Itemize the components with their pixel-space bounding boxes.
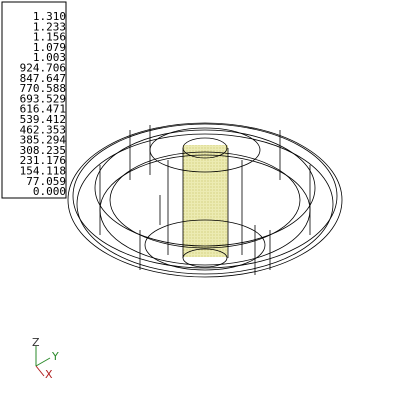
legend-value: 1.079: [33, 41, 66, 54]
legend-value: 539.412: [20, 113, 66, 126]
legend: 1.3101.2331.1561.0791.003924.706847.6477…: [20, 10, 67, 198]
legend-value: 770.588: [20, 82, 66, 95]
core: [183, 145, 228, 257]
legend-value: 1.003: [33, 51, 66, 64]
wireframe: [67, 122, 343, 278]
legend-box: [1, 1, 67, 199]
legend-value: 847.647: [20, 72, 66, 85]
legend-value: 0.000: [33, 185, 66, 198]
legend-value: 693.529: [20, 92, 66, 105]
legend-value: 924.706: [20, 62, 66, 75]
legend-value: 385.294: [20, 134, 67, 147]
legend-value: 154.118: [20, 165, 66, 178]
legend-value: 1.156: [33, 31, 66, 44]
legend-value: 1.310: [33, 10, 66, 23]
legend-value: 231.176: [20, 154, 66, 167]
triad: [35, 346, 51, 377]
legend-value: 77.059: [26, 175, 66, 188]
legend-value: 616.471: [20, 103, 66, 116]
axis-z: Z: [32, 336, 40, 349]
legend-value: 308.235: [20, 144, 66, 157]
axis-x: X: [45, 368, 53, 381]
legend-value: 1.233: [33, 20, 66, 33]
legend-value: 462.353: [20, 123, 66, 136]
axis-y: Y: [51, 350, 59, 363]
